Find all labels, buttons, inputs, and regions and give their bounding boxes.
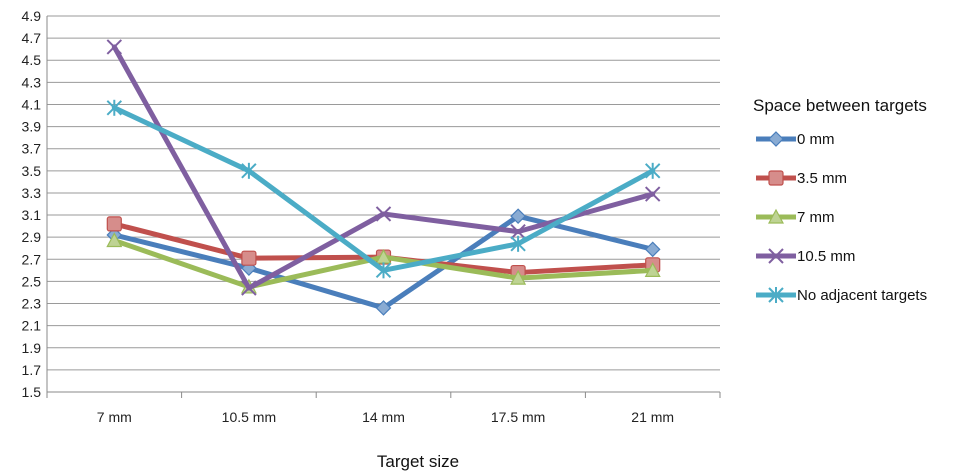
data-point <box>644 186 661 202</box>
legend-marker <box>767 208 785 224</box>
y-tick-label: 3.3 <box>22 185 42 201</box>
legend-label: 10.5 mm <box>797 248 855 265</box>
legend-marker <box>768 131 784 147</box>
data-point <box>644 162 661 179</box>
legend-marker-stroke <box>768 248 784 264</box>
data-point <box>106 39 123 55</box>
legend-label: 0 mm <box>797 131 835 148</box>
x-tick-label: 7 mm <box>97 409 132 425</box>
y-tick-label: 2.7 <box>22 251 42 267</box>
data-point <box>644 262 661 277</box>
data-point <box>510 223 526 240</box>
axis-layer: 1.5 1.7 1.9 2.1 2.3 2.5 2.7 2.9 3.1 3.3 3.5 3.7 3.9 4… <box>22 8 721 425</box>
data-point-stroke <box>106 39 123 55</box>
data-point-stroke <box>375 206 392 222</box>
y-tick-label: 4.7 <box>22 30 42 46</box>
y-tick-label: 3.7 <box>22 141 42 157</box>
legend-item: 3.5 mm <box>756 170 847 187</box>
y-tick-label: 1.7 <box>22 362 42 378</box>
data-point <box>106 216 122 232</box>
legend-item: No adjacent targets <box>756 287 927 304</box>
legend-marker <box>768 248 784 264</box>
y-tick-label: 3.1 <box>22 207 42 223</box>
grid-layer <box>47 15 720 393</box>
legend-item: 10.5 mm <box>756 248 855 265</box>
data-point <box>375 206 392 222</box>
y-tick-label: 1.5 <box>22 384 42 400</box>
data-point <box>241 162 257 179</box>
y-tick-label: 2.3 <box>22 296 42 312</box>
legend-label: 3.5 mm <box>797 170 847 187</box>
legend-label: No adjacent targets <box>797 287 927 304</box>
y-tick-label: 4.3 <box>22 74 42 90</box>
data-point <box>106 99 123 116</box>
x-axis-title: Target size <box>377 452 459 471</box>
series-0 <box>106 208 661 316</box>
y-tick-label: 2.1 <box>22 318 42 334</box>
y-tick-label: 4.5 <box>22 52 42 68</box>
data-point <box>106 232 123 248</box>
data-point <box>375 300 392 316</box>
x-tick-label: 17.5 mm <box>491 409 545 425</box>
data-point <box>375 262 392 279</box>
data-point-stroke <box>241 280 257 296</box>
legend: Space between targets 0 mm 3.5 mm 7 mm 10.5 … <box>753 96 927 304</box>
legend-title: Space between targets <box>753 96 927 115</box>
y-tick-label: 3.9 <box>22 119 42 135</box>
legend-item: 0 mm <box>756 131 835 148</box>
data-point-stroke <box>644 186 661 202</box>
y-tick-label: 2.5 <box>22 273 42 289</box>
data-point <box>510 269 527 285</box>
data-point-stroke <box>510 223 526 240</box>
series-layer <box>106 39 661 316</box>
y-tick-label: 1.9 <box>22 340 42 356</box>
data-point <box>241 250 257 266</box>
legend-label: 7 mm <box>797 209 835 226</box>
x-tick-label: 14 mm <box>362 409 405 425</box>
series-4 <box>106 99 661 279</box>
series-2 <box>106 232 661 294</box>
y-tick-label: 4.9 <box>22 8 42 24</box>
y-tick-label: 3.5 <box>22 163 42 179</box>
legend-item: 7 mm <box>756 208 835 226</box>
legend-marker <box>768 170 784 186</box>
data-point <box>241 280 257 296</box>
y-tick-label: 4.1 <box>22 96 42 112</box>
legend-marker <box>768 287 784 303</box>
x-tick-label: 21 mm <box>631 409 674 425</box>
data-point <box>510 208 526 225</box>
data-point <box>644 241 661 258</box>
x-tick-label: 10.5 mm <box>222 409 276 425</box>
y-tick-label: 2.9 <box>22 229 42 245</box>
data-point <box>510 235 526 252</box>
